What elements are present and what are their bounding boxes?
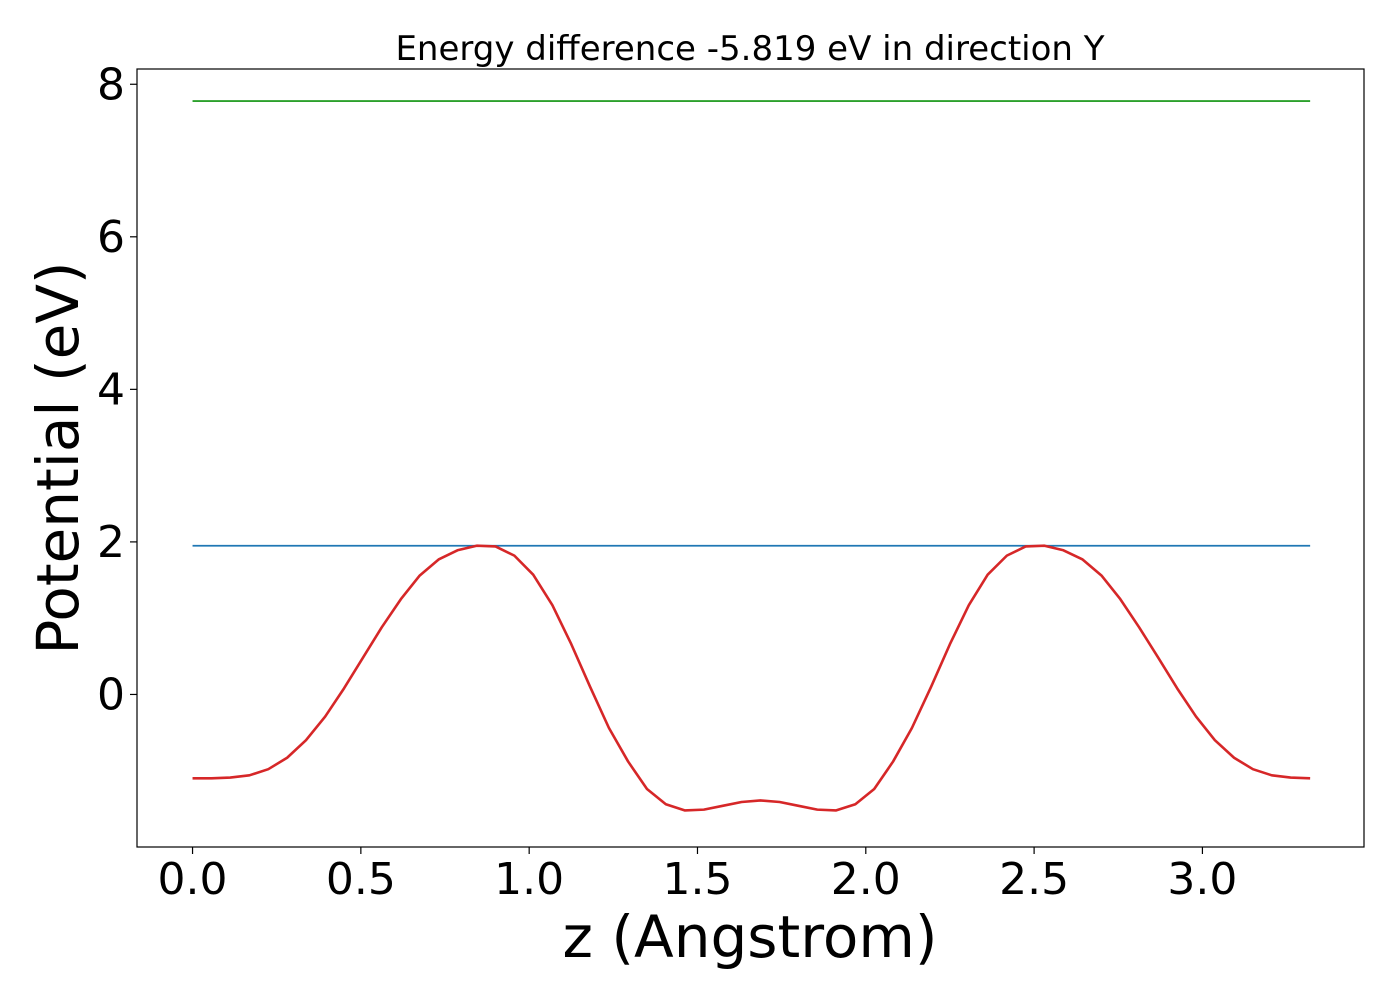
chart-title: Energy difference -5.819 eV in direction… — [395, 29, 1104, 69]
plot-frame — [136, 68, 1365, 848]
y-axis-label: Potential (eV) — [24, 261, 92, 654]
y-tick-label: 4 — [97, 364, 125, 415]
x-tick-label: 0.5 — [326, 854, 396, 905]
series-layer — [192, 100, 1311, 812]
x-axis-ticks: 0.0 0.5 1.0 1.5 2.0 2.5 3.0 — [158, 847, 1237, 905]
x-tick-label: 0.0 — [158, 854, 228, 905]
x-axis-label: z (Angstrom) — [563, 903, 938, 971]
x-tick-label: 2.0 — [831, 854, 901, 905]
y-tick-label: 0 — [97, 669, 125, 720]
y-axis-ticks: 0 2 4 6 8 — [97, 59, 137, 720]
y-tick-label: 8 — [97, 59, 125, 110]
y-tick-label: 6 — [97, 212, 125, 263]
x-tick-label: 1.5 — [662, 854, 732, 905]
y-tick-label: 2 — [97, 517, 125, 568]
x-tick-label: 1.0 — [494, 854, 564, 905]
x-tick-label: 2.5 — [999, 854, 1069, 905]
series-line-3 — [192, 544, 1311, 812]
x-tick-label: 3.0 — [1167, 854, 1237, 905]
